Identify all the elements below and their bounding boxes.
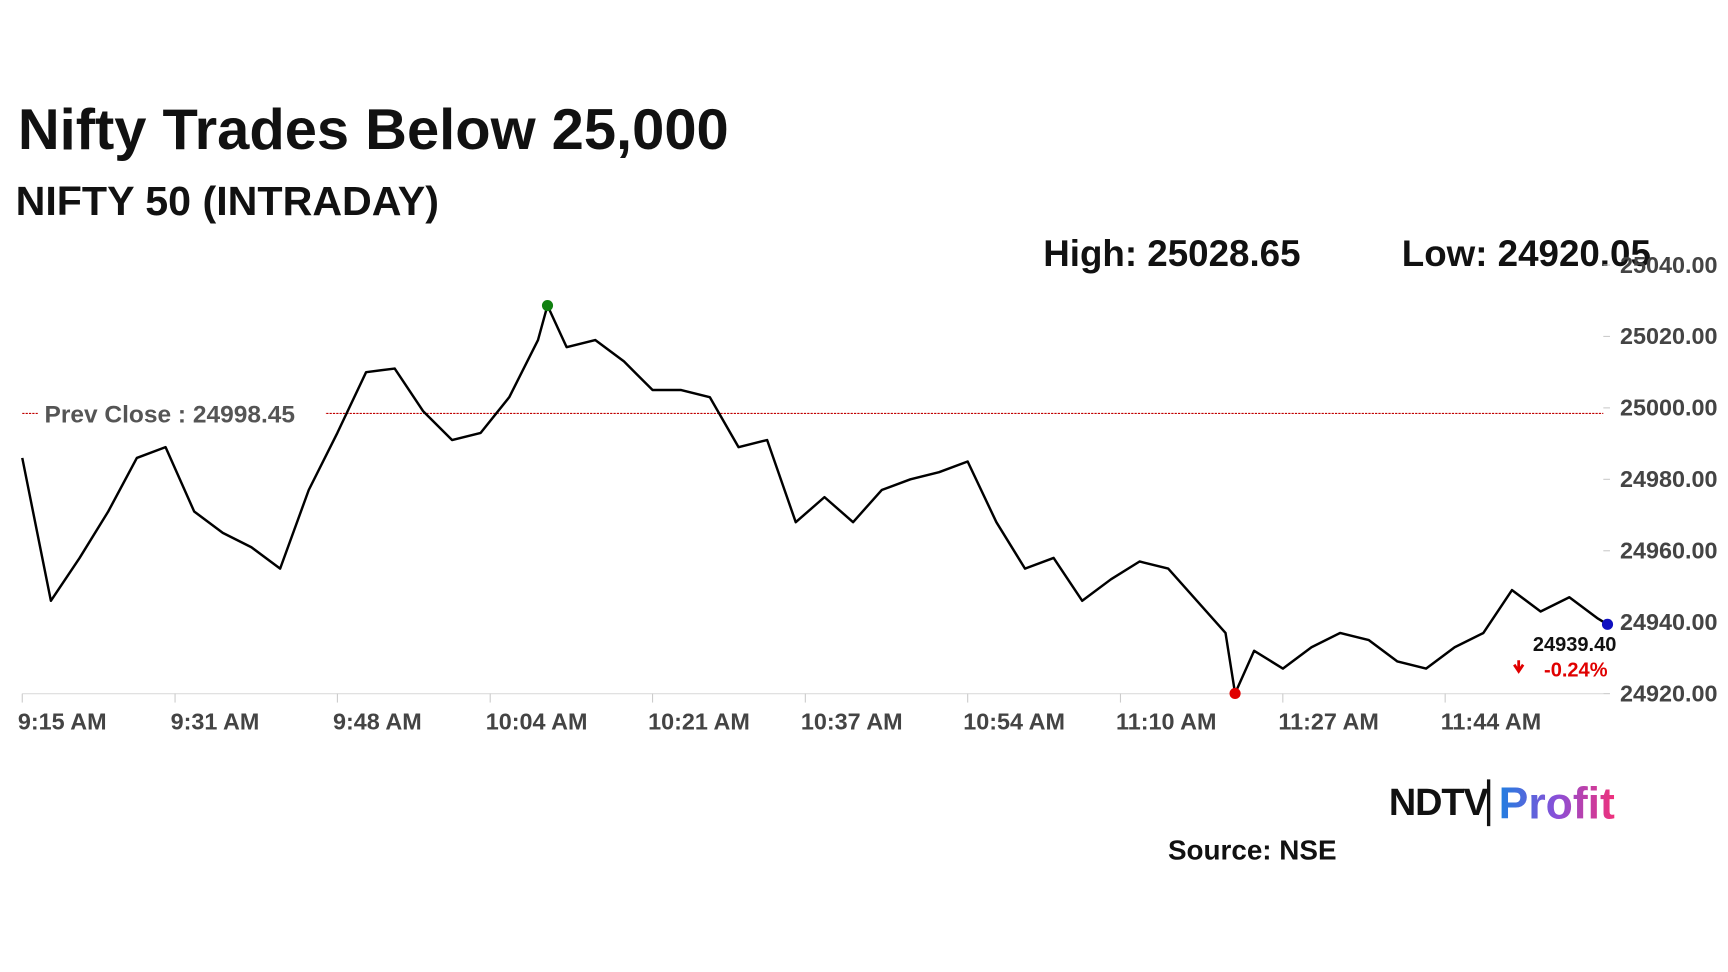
x-tick-label: 11:27 AM: [1278, 708, 1378, 734]
y-tick-label: 24920.00: [1620, 680, 1718, 706]
high-text: High: 25028.65: [1043, 233, 1300, 274]
low-marker: [1229, 687, 1241, 700]
source: Source: NSE: [1168, 835, 1337, 866]
last-value-label: 24939.40: [1533, 634, 1617, 656]
x-tick-label: 10:37 AM: [801, 708, 903, 734]
change-label: -0.24%: [1544, 660, 1608, 682]
y-tick-label: 25020.00: [1620, 323, 1718, 349]
x-tick-label: 9:31 AM: [171, 708, 260, 734]
logo-profit: Profit: [1499, 779, 1615, 828]
price-line: [21, 304, 1609, 695]
x-tick-label: 11:10 AM: [1116, 708, 1216, 734]
x-tick-label: 10:21 AM: [648, 708, 750, 734]
y-tick-label: 24980.00: [1620, 466, 1718, 492]
x-tick-label: 10:54 AM: [963, 708, 1065, 734]
prev-close-bg: [37, 397, 326, 430]
x-tick-label: 9:15 AM: [18, 708, 107, 734]
high-marker: [541, 299, 554, 312]
down-arrow: [1513, 660, 1525, 674]
y-tick-label: 24940.00: [1620, 609, 1718, 635]
chart-title: Nifty Trades Below 25,000: [18, 98, 729, 162]
low-text: Low: 24920.05: [1402, 233, 1651, 274]
x-tick-label: 11:44 AM: [1441, 708, 1541, 734]
prev-close-label: Prev Close : 24998.45: [45, 401, 295, 428]
y-tick-label: 25000.00: [1620, 395, 1718, 421]
logo-ndtv: NDTV: [1389, 782, 1488, 824]
last-marker: [1601, 618, 1614, 630]
y-tick-label: 25040.00: [1620, 252, 1718, 278]
y-tick-label: 24960.00: [1620, 538, 1718, 564]
x-tick-label: 10:04 AM: [486, 708, 588, 734]
chart-subtitle: NIFTY 50 (INTRADAY): [16, 178, 439, 224]
x-tick-label: 9:48 AM: [333, 708, 422, 734]
